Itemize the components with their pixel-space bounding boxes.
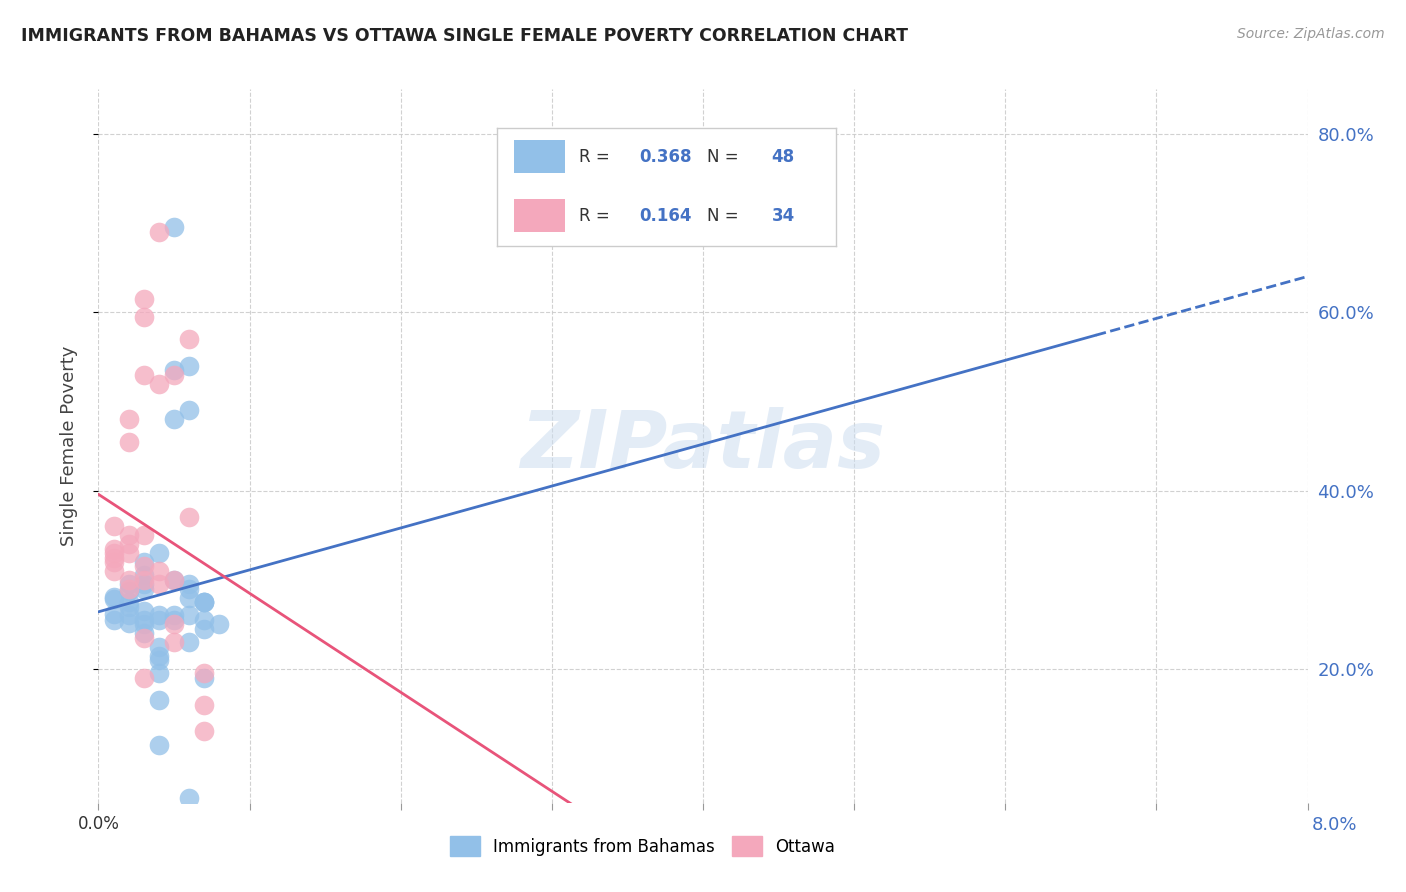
Point [148, 666, 170, 681]
Point [163, 573, 186, 587]
Point [103, 564, 125, 578]
Point [118, 434, 141, 449]
Point [118, 608, 141, 623]
Point [179, 608, 201, 623]
Text: Source: ZipAtlas.com: Source: ZipAtlas.com [1237, 27, 1385, 41]
Point [148, 640, 170, 654]
Point [132, 577, 155, 591]
Point [103, 555, 125, 569]
Point [132, 671, 155, 685]
Point [118, 528, 141, 542]
Point [163, 613, 186, 627]
Point [179, 359, 201, 373]
Point [179, 403, 201, 417]
Point [163, 363, 186, 377]
Point [163, 412, 186, 426]
Point [148, 693, 170, 707]
Point [179, 510, 201, 524]
Point [132, 582, 155, 596]
Point [118, 582, 141, 596]
Point [179, 635, 201, 649]
Point [148, 613, 170, 627]
Point [118, 546, 141, 560]
Text: IMMIGRANTS FROM BAHAMAS VS OTTAWA SINGLE FEMALE POVERTY CORRELATION CHART: IMMIGRANTS FROM BAHAMAS VS OTTAWA SINGLE… [21, 27, 908, 45]
Point [193, 613, 215, 627]
Point [103, 546, 125, 560]
Point [132, 613, 155, 627]
Text: 8.0%: 8.0% [1312, 816, 1357, 834]
Point [148, 738, 170, 752]
Point [103, 550, 125, 565]
Legend: Immigrants from Bahamas, Ottawa: Immigrants from Bahamas, Ottawa [443, 830, 842, 863]
Point [148, 225, 170, 239]
Point [103, 519, 125, 533]
Point [132, 617, 155, 632]
Point [163, 573, 186, 587]
Point [132, 310, 155, 324]
Point [193, 595, 215, 609]
Point [118, 573, 141, 587]
Point [163, 368, 186, 382]
Point [163, 608, 186, 623]
Point [148, 546, 170, 560]
Point [208, 617, 231, 632]
Point [179, 582, 201, 596]
Point [179, 591, 201, 605]
Point [103, 590, 125, 604]
Point [103, 541, 125, 556]
Point [193, 724, 215, 739]
Point [163, 635, 186, 649]
Point [132, 568, 155, 582]
Point [132, 555, 155, 569]
Point [118, 537, 141, 551]
Point [103, 613, 125, 627]
Point [179, 791, 201, 805]
Point [118, 412, 141, 426]
Point [132, 631, 155, 645]
Point [118, 595, 141, 609]
Point [148, 577, 170, 591]
Y-axis label: Single Female Poverty: Single Female Poverty [59, 346, 77, 546]
Point [132, 573, 155, 587]
Point [118, 599, 141, 614]
Point [132, 626, 155, 640]
Point [193, 595, 215, 609]
Point [179, 577, 201, 591]
Point [148, 648, 170, 663]
Text: ZIPatlas: ZIPatlas [520, 407, 886, 485]
Point [148, 376, 170, 391]
Point [193, 698, 215, 712]
Point [118, 577, 141, 591]
Point [163, 617, 186, 632]
Point [103, 592, 125, 607]
Point [148, 653, 170, 667]
Point [132, 559, 155, 574]
Point [193, 595, 215, 609]
Point [193, 622, 215, 636]
Point [193, 666, 215, 681]
Point [103, 607, 125, 621]
Point [132, 528, 155, 542]
Point [148, 608, 170, 623]
Point [179, 332, 201, 346]
Point [118, 615, 141, 630]
Point [148, 564, 170, 578]
Point [132, 368, 155, 382]
Point [118, 583, 141, 598]
Point [193, 671, 215, 685]
Point [132, 604, 155, 618]
Point [163, 220, 186, 235]
Point [132, 292, 155, 306]
